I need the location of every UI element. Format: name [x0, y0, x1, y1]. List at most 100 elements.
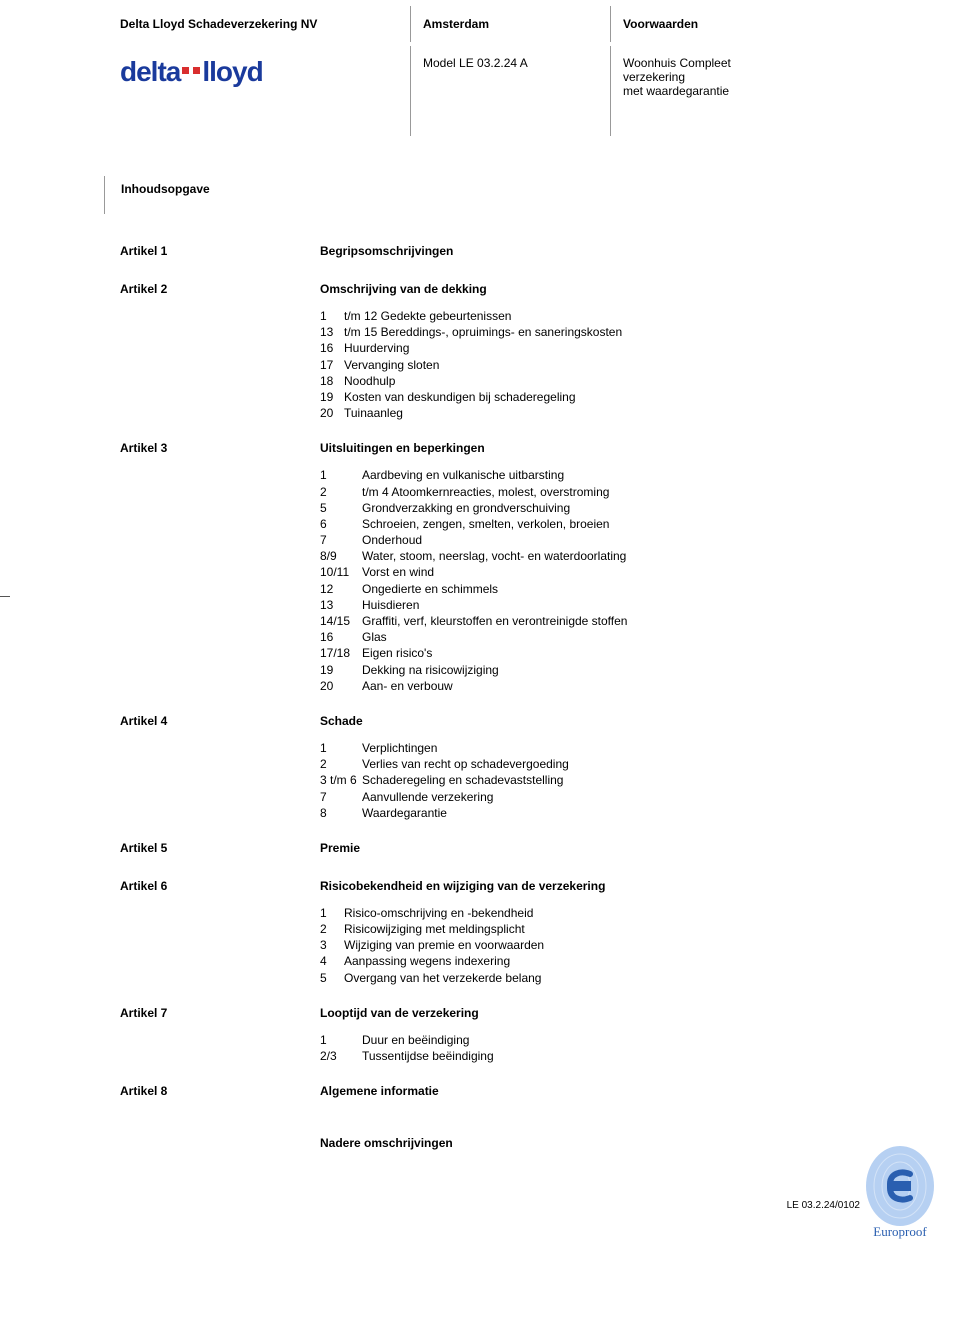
toc-section: Artikel 6Risicobekendheid en wijziging v…: [120, 879, 960, 986]
margin-tick: [0, 596, 10, 597]
section-body: Begripsomschrijvingen: [320, 244, 960, 262]
toc-item-text: Schroeien, zengen, smelten, verkolen, br…: [362, 516, 609, 532]
toc-item: 19Kosten van deskundigen bij schaderegel…: [320, 389, 960, 405]
toc-item-number: 2: [320, 484, 362, 500]
product-name: Woonhuis Compleet verzekering met waarde…: [610, 46, 840, 136]
section-title: Begripsomschrijvingen: [320, 244, 960, 258]
toc-item: 2/3Tussentijdse beëindiging: [320, 1048, 960, 1064]
toc-item: 13Huisdieren: [320, 597, 960, 613]
toc-item-number: 6: [320, 516, 362, 532]
toc-item: 17Vervanging sloten: [320, 357, 960, 373]
toc-item: 20Tuinaanleg: [320, 405, 960, 421]
toc-item: 5Overgang van het verzekerde belang: [320, 970, 960, 986]
section-label: Artikel 3: [120, 441, 320, 455]
section-label: Artikel 1: [120, 244, 320, 258]
toc-item-text: Huurderving: [344, 340, 409, 356]
toc-item: 5Grondverzakking en grondverschuiving: [320, 500, 960, 516]
toc-item: 19Dekking na risicowijziging: [320, 662, 960, 678]
toc-item-text: Kosten van deskundigen bij schaderegelin…: [344, 389, 576, 405]
product-line: met waardegarantie: [623, 84, 828, 98]
toc-section: Artikel 8Algemene informatie: [120, 1084, 960, 1102]
toc-item: 13t/m 15 Bereddings-, opruimings- en san…: [320, 324, 960, 340]
toc-item-text: Tuinaanleg: [344, 405, 403, 421]
toc-item-number: 2/3: [320, 1048, 362, 1064]
toc-item: 7Onderhoud: [320, 532, 960, 548]
toc-item-text: Waardegarantie: [362, 805, 447, 821]
toc-item-text: Overgang van het verzekerde belang: [344, 970, 541, 986]
model-code: Model LE 03.2.24 A: [410, 46, 610, 136]
toc-item: 18Noodhulp: [320, 373, 960, 389]
toc-item: 8Waardegarantie: [320, 805, 960, 821]
toc-item-number: 4: [320, 953, 344, 969]
section-items: 1Verplichtingen2Verlies van recht op sch…: [320, 740, 960, 821]
toc-item: 1Aardbeving en vulkanische uitbarsting: [320, 467, 960, 483]
toc-item-number: 16: [320, 340, 344, 356]
company-name: Delta Lloyd Schadeverzekering NV: [0, 6, 410, 42]
toc-item: 1Verplichtingen: [320, 740, 960, 756]
toc-item-text: Dekking na risicowijziging: [362, 662, 499, 678]
toc-item-number: 19: [320, 389, 344, 405]
toc-item-text: t/m 4 Atoomkernreacties, molest, overstr…: [362, 484, 609, 500]
logo-cell: deltalloyd: [0, 46, 410, 136]
section-title: Premie: [320, 841, 960, 855]
toc-item: 10/11Vorst en wind: [320, 564, 960, 580]
section-label: Artikel 5: [120, 841, 320, 855]
section-title: Schade: [320, 714, 960, 728]
toc-item: 2Verlies van recht op schadevergoeding: [320, 756, 960, 772]
toc-item: 3 t/m 6Schaderegeling en schadevaststell…: [320, 772, 960, 788]
toc-item-text: Grondverzakking en grondverschuiving: [362, 500, 570, 516]
toc-item: 6Schroeien, zengen, smelten, verkolen, b…: [320, 516, 960, 532]
toc-item: 16Glas: [320, 629, 960, 645]
toc-item-number: 1: [320, 467, 362, 483]
toc-item-text: Risicowijziging met meldingsplicht: [344, 921, 525, 937]
toc-item: 2t/m 4 Atoomkernreacties, molest, overst…: [320, 484, 960, 500]
europroof-stamp-icon: Europroof: [860, 1146, 940, 1241]
toc-item-number: 14/15: [320, 613, 362, 629]
toc-heading-wrap: Inhoudsopgave: [104, 176, 424, 214]
toc-item-number: 13: [320, 597, 362, 613]
toc-item-text: Risico-omschrijving en -bekendheid: [344, 905, 533, 921]
toc-item-text: Schaderegeling en schadevaststelling: [362, 772, 563, 788]
toc-item: 8/9Water, stoom, neerslag, vocht- en wat…: [320, 548, 960, 564]
section-body: Looptijd van de verzekering 1Duur en beëi…: [320, 1006, 960, 1064]
toc-item-text: Wijziging van premie en voorwaarden: [344, 937, 544, 953]
section-title: Algemene informatie: [320, 1084, 960, 1098]
logo-dot-icon: [182, 67, 189, 74]
toc-item-text: Onderhoud: [362, 532, 422, 548]
section-body: Risicobekendheid en wijziging van de ver…: [320, 879, 960, 986]
section-label: Artikel 4: [120, 714, 320, 728]
toc-item-text: Vervanging sloten: [344, 357, 439, 373]
section-body: Uitsluitingen en beperkingen1Aardbeving …: [320, 441, 960, 694]
section-label: Artikel 7: [120, 1006, 320, 1020]
toc-item: 12Ongedierte en schimmels: [320, 581, 960, 597]
toc-item: 1Duur en beëindiging: [320, 1032, 960, 1048]
toc-item-text: Duur en beëindiging: [362, 1032, 469, 1048]
header-row-2: deltalloyd Model LE 03.2.24 A Woonhuis C…: [0, 46, 960, 136]
stamp-text: Europroof: [873, 1224, 927, 1239]
toc-section: Artikel 4Schade 1Verplichtingen2Verlies v…: [120, 714, 960, 821]
section-items: 1Risico-omschrijving en -bekendheid2Risi…: [320, 905, 960, 986]
toc-item-text: Aan- en verbouw: [362, 678, 453, 694]
toc-item-number: 7: [320, 789, 362, 805]
toc-item: 4Aanpassing wegens indexering: [320, 953, 960, 969]
section-title: Looptijd van de verzekering: [320, 1006, 960, 1020]
section-title: Risicobekendheid en wijziging van de ver…: [320, 879, 960, 893]
section-body: Schade 1Verplichtingen2Verlies van recht …: [320, 714, 960, 821]
toc-item-number: 1: [320, 308, 344, 324]
toc-item-number: 3: [320, 937, 344, 953]
conditions-label: Voorwaarden: [610, 6, 840, 42]
section-body: Algemene informatie: [320, 1084, 960, 1102]
toc-item-number: 20: [320, 405, 344, 421]
document-header: Delta Lloyd Schadeverzekering NV Amsterd…: [0, 0, 960, 136]
toc-item-number: 3 t/m 6: [320, 772, 362, 788]
section-body: Premie: [320, 841, 960, 859]
toc-item-number: 17: [320, 357, 344, 373]
toc-item-number: 8/9: [320, 548, 362, 564]
city: Amsterdam: [410, 6, 610, 42]
toc-item-number: 5: [320, 500, 362, 516]
toc-item-number: 1: [320, 740, 362, 756]
toc-item: 17/18Eigen risico's: [320, 645, 960, 661]
section-label: Artikel 2: [120, 282, 320, 296]
toc-item-text: Aanpassing wegens indexering: [344, 953, 510, 969]
logo-dot-icon: [193, 67, 200, 74]
